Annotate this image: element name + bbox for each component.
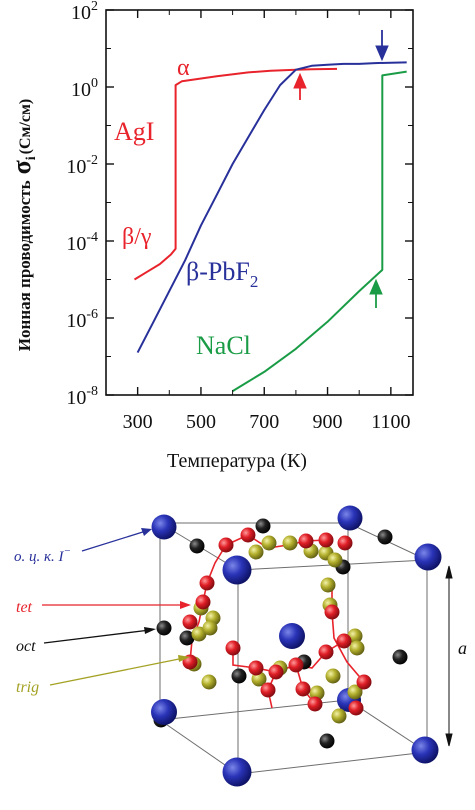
y-tick-label: 100 — [71, 76, 98, 101]
series-layer — [133, 61, 407, 392]
transition-arrow-agi — [293, 72, 307, 100]
x-tick-label: 900 — [313, 411, 343, 433]
tet-sites — [182, 527, 372, 716]
x-tick-label: 500 — [186, 411, 216, 433]
x-tick-label: 700 — [249, 411, 279, 433]
label-oct: oct — [16, 627, 156, 655]
x-axis-title: Температура (К) — [167, 450, 307, 472]
crystal-structure: a — [14, 505, 467, 787]
y-tick-labels: 102 100 10-2 10-4 10-6 10-8 — [66, 0, 98, 409]
label-nacl: NaCl — [196, 331, 251, 360]
svg-text:oct: oct — [16, 638, 36, 655]
lattice-parameter-label: a — [458, 638, 467, 658]
svg-text:tet: tet — [16, 599, 33, 616]
x-tick-label: 300 — [123, 411, 153, 433]
iodide-sites — [151, 505, 442, 787]
svg-text:trig: trig — [16, 679, 39, 696]
y-axis-title: Ионная проводимостьσi(См/см) — [7, 99, 39, 351]
x-tick-label: 1100 — [371, 411, 410, 433]
y-tick-label: 10-6 — [66, 307, 98, 332]
transition-arrow-pbf2 — [375, 30, 389, 62]
series-line-agi — [133, 67, 338, 281]
transition-arrow-nacl — [369, 278, 383, 308]
plot-frame — [105, 9, 414, 396]
label-tet: tet — [16, 599, 191, 616]
y-tick-label: 10-8 — [66, 384, 98, 409]
label-pbf2: β-PbF2 — [186, 257, 258, 291]
label-alpha: α — [177, 55, 190, 81]
ticks-layer — [106, 9, 413, 396]
y-tick-label: 10-4 — [66, 230, 98, 255]
label-bcc: о. ц. к. I− — [14, 528, 152, 565]
lattice-parameter-arrow — [445, 565, 453, 747]
y-tick-label: 102 — [71, 0, 98, 24]
series-line--pbf2 — [136, 61, 407, 354]
trig-sites — [186, 535, 365, 724]
label-beta-gamma: β/γ — [122, 224, 152, 250]
label-trig: trig — [16, 655, 190, 696]
svg-text:о. ц. к. I−: о. ц. к. I− — [14, 545, 71, 565]
x-tick-labels: 300 500 700 900 1100 — [123, 411, 411, 433]
label-agi: AgI — [114, 117, 154, 146]
series-line-nacl — [232, 70, 407, 392]
y-tick-label: 10-2 — [66, 153, 98, 178]
